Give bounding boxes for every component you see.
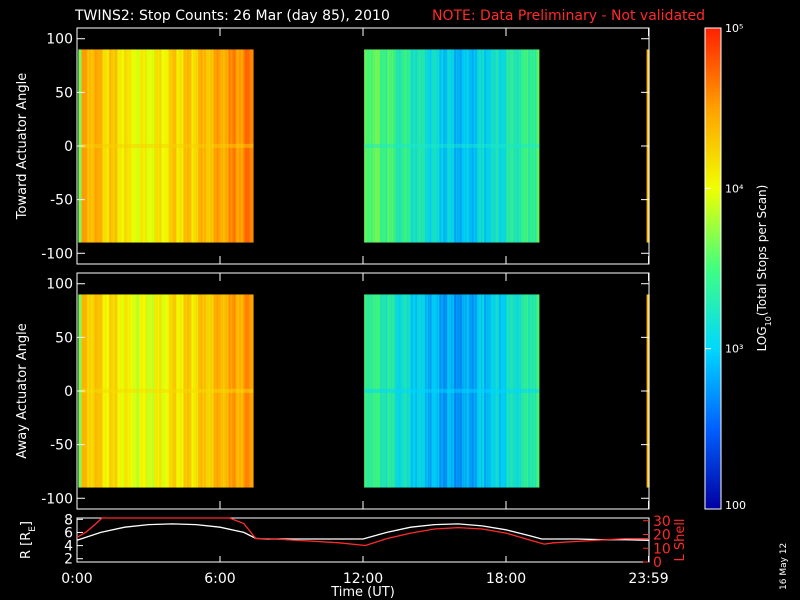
lshell-tick-label: 30 [653, 514, 671, 530]
orbit-lines [76, 517, 650, 547]
orbit-x-ticks: 0:00 6:00 12:00 18:00 23:59 [61, 28, 669, 587]
date-stamp: 16 May 12 [779, 543, 789, 590]
away-angle-panel: 100 50 0 -50 -100 Away Actuator Angle [15, 272, 650, 510]
colorbar: 100 10³ 10⁴ 10⁵ LOG10(Total Stops per Scan) [704, 22, 773, 512]
toward-y-axis-label: Toward Actuator Angle [15, 73, 30, 220]
y-tick-label: -50 [50, 438, 73, 454]
colorbar-label-main: LOG [755, 326, 769, 351]
r-label-sub: E [28, 526, 38, 532]
lshell-tick-label: 0 [653, 555, 662, 571]
zero-angle-band [79, 143, 254, 148]
r-tick-label: 8 [64, 512, 73, 528]
lshell-tick-label: 10 [653, 541, 671, 557]
colorbar-label-sub: 10 [764, 316, 773, 326]
toward-angle-panel: 100 50 0 -50 -100 Toward Actuator Angle [15, 27, 650, 265]
x-tick-label: 0:00 [61, 571, 92, 587]
x-tick-label: 23:59 [628, 571, 668, 587]
away-heatmap [78, 294, 650, 488]
away-y-axis-label: Away Actuator Angle [15, 323, 30, 458]
lshell-axis-label: L Shell [673, 518, 688, 561]
x-tick-label: 12:00 [343, 571, 383, 587]
colorbar-tick-label: 10⁵ [725, 22, 743, 35]
colorbar-ticks: 100 10³ 10⁴ 10⁵ [705, 22, 746, 512]
y-tick-label: -100 [41, 491, 73, 507]
colorbar-tick-label: 100 [725, 499, 746, 512]
x-tick-label: 6:00 [204, 571, 235, 587]
colorbar-strip [704, 27, 722, 510]
toward-heatmap [78, 49, 650, 243]
lshell-tick-label: 20 [653, 528, 671, 544]
y-tick-label: 50 [55, 85, 73, 101]
toward-y-ticks: 100 50 0 -50 -100 [41, 32, 649, 262]
x-tick-label: 18:00 [486, 571, 526, 587]
l-shell-line [76, 517, 649, 547]
zero-angle-band [364, 143, 540, 148]
zero-angle-band [79, 388, 254, 393]
y-tick-label: -50 [50, 193, 73, 209]
preliminary-note: NOTE: Data Preliminary - Not validated [432, 8, 705, 24]
colorbar-tick-label: 10⁴ [725, 182, 744, 195]
r-axis-label: R [RE] [19, 521, 38, 559]
y-tick-label: 0 [64, 139, 73, 155]
r-tick-label: 4 [64, 539, 73, 555]
r-label-main: R [R [19, 532, 34, 559]
r-tick-label: 6 [64, 525, 73, 541]
zero-angle-band [364, 388, 540, 393]
x-axis-label: Time (UT) [330, 585, 395, 600]
y-tick-label: 100 [46, 32, 73, 48]
colorbar-label: LOG10(Total Stops per Scan) [755, 185, 773, 352]
r-label-close: ] [19, 521, 34, 526]
y-tick-label: 50 [55, 330, 73, 346]
r-distance-line [76, 523, 650, 541]
colorbar-tick-label: 10³ [725, 343, 743, 356]
y-tick-label: 100 [46, 277, 73, 293]
colorbar-label-rest: (Total Stops per Scan) [755, 185, 769, 316]
y-tick-label: 0 [64, 384, 73, 400]
y-tick-label: -100 [41, 246, 73, 262]
r-tick-label: 2 [64, 552, 73, 568]
plot-title: TWINS2: Stop Counts: 26 Mar (day 85), 20… [74, 8, 390, 24]
away-y-ticks: 100 50 0 -50 -100 [41, 277, 649, 507]
